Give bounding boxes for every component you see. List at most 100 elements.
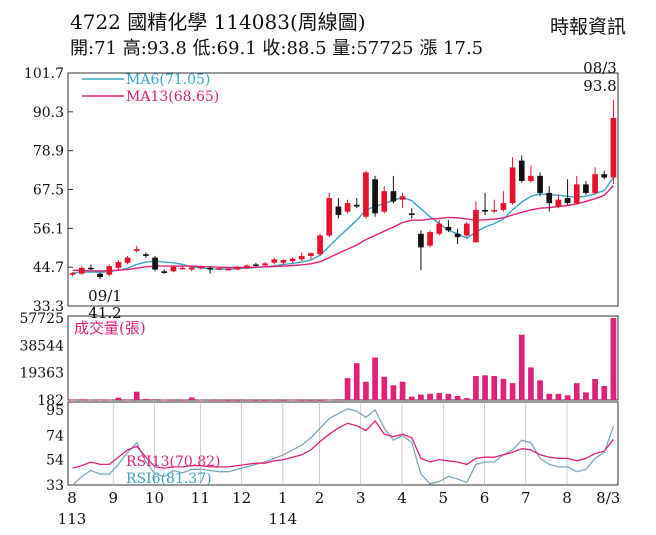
volume-title: 成交量(張) xyxy=(74,319,146,337)
volume-tick-label: 19363 xyxy=(19,366,64,382)
candle-body xyxy=(234,266,241,270)
candle-body xyxy=(610,117,617,178)
volume-bar xyxy=(124,399,131,401)
candle-body xyxy=(216,268,223,270)
candle-body xyxy=(418,233,424,248)
candle-body xyxy=(88,267,94,270)
price-tick-label: 33.3 xyxy=(33,299,64,315)
price-tick-label: 67.5 xyxy=(33,183,64,199)
volume-bar xyxy=(271,399,278,401)
rsi13-legend-label: RSI13(70.82) xyxy=(126,454,220,470)
volume-bar xyxy=(317,399,323,401)
volume-bar xyxy=(69,399,76,401)
volume-bar xyxy=(243,399,250,401)
x-tick-label: 4 xyxy=(397,489,407,507)
candle-body xyxy=(436,223,443,234)
volume-bar xyxy=(573,383,580,400)
candle-body xyxy=(445,226,452,231)
price-tick-label: 78.9 xyxy=(33,144,64,160)
price-stats: 開:71 高:93.8 低:69.1 收:88.5 量:57725 漲 17.5 xyxy=(70,38,484,59)
candle-body xyxy=(546,192,553,204)
volume-bar xyxy=(546,393,553,400)
volume-bar xyxy=(298,399,305,401)
candle-body xyxy=(390,191,397,202)
candle-body xyxy=(225,268,232,271)
candle-body xyxy=(509,167,516,204)
x-tick-label: 9 xyxy=(108,489,118,507)
volume-bar xyxy=(583,392,589,400)
candle-body xyxy=(78,267,85,274)
volume-bar xyxy=(555,393,562,400)
volume-bar xyxy=(335,399,342,401)
volume-bar xyxy=(363,381,369,400)
volume-bar xyxy=(436,393,443,400)
volume-bar xyxy=(133,391,140,400)
candle-body xyxy=(161,271,168,273)
volume-bar xyxy=(115,397,122,400)
volume-bar xyxy=(463,398,470,400)
x-tick-label: 2 xyxy=(315,489,325,507)
candle-body xyxy=(179,267,186,270)
price-panel-frame xyxy=(67,72,619,307)
candle-body xyxy=(601,174,608,178)
candle-body xyxy=(473,209,479,243)
candle-body xyxy=(372,179,378,214)
candle-body xyxy=(335,206,342,216)
rsi-lines xyxy=(72,408,615,486)
rsi13-line xyxy=(72,419,614,469)
candlesticks xyxy=(69,99,617,280)
volume-bar xyxy=(353,363,360,400)
volume-bar xyxy=(390,385,397,400)
candle-body xyxy=(399,196,406,200)
candle-body xyxy=(170,266,177,272)
candle-body xyxy=(344,203,351,212)
x-tick-label: 8 xyxy=(67,489,77,507)
source-label: 時報資訊 xyxy=(549,16,626,38)
volume-bar xyxy=(482,375,488,400)
volume-tick-label: 38544 xyxy=(19,338,64,354)
volume-bar xyxy=(161,399,168,401)
candle-body xyxy=(97,273,103,278)
volume-bar xyxy=(152,399,158,401)
volume-bar xyxy=(610,318,617,400)
volume-bar xyxy=(97,399,103,401)
ma13-line xyxy=(72,185,614,272)
x-tick-label: 3 xyxy=(356,489,366,507)
ma6-legend-label: MA6(71.05) xyxy=(126,72,210,88)
rsi6-line xyxy=(72,408,615,486)
volume-bar xyxy=(427,393,433,400)
candle-body xyxy=(243,265,250,268)
volume-bar xyxy=(234,399,241,401)
candle-body xyxy=(124,257,131,263)
volume-bar xyxy=(170,399,177,401)
x-tick-label: 11 xyxy=(191,489,210,507)
x-tick-label: 5 xyxy=(438,489,448,507)
candle-body xyxy=(280,260,287,263)
volume-bar xyxy=(262,399,268,401)
volume-bar xyxy=(528,367,534,400)
volume-bar xyxy=(537,380,543,400)
rsi-tick-label: 74 xyxy=(46,428,64,444)
candle-body xyxy=(427,232,433,246)
volume-bar xyxy=(445,393,452,400)
candle-body xyxy=(188,267,195,270)
volume-bar xyxy=(289,399,296,401)
candle-body xyxy=(69,272,76,275)
volume-bar xyxy=(491,376,498,400)
volume-tick-label: 57725 xyxy=(19,311,64,327)
ma13-legend-label: MA13(68.65) xyxy=(126,89,219,105)
volume-bar xyxy=(592,378,598,400)
high-value-label: 93.8 xyxy=(583,77,616,95)
volume-tick-label: 182 xyxy=(37,393,64,409)
rsi-panel-frame xyxy=(67,401,619,486)
candle-body xyxy=(106,266,113,275)
chart-title: 4722 國精化學 114083(周線圖) xyxy=(70,10,366,34)
volume-panel-frame xyxy=(67,315,619,401)
x-year-label: 113 xyxy=(58,510,87,528)
candle-body xyxy=(326,198,333,236)
volume-bar xyxy=(188,397,195,400)
volume-bar xyxy=(518,334,525,400)
volume-bar xyxy=(143,398,149,400)
candle-body xyxy=(555,199,562,207)
x-year-label: 114 xyxy=(269,510,298,528)
